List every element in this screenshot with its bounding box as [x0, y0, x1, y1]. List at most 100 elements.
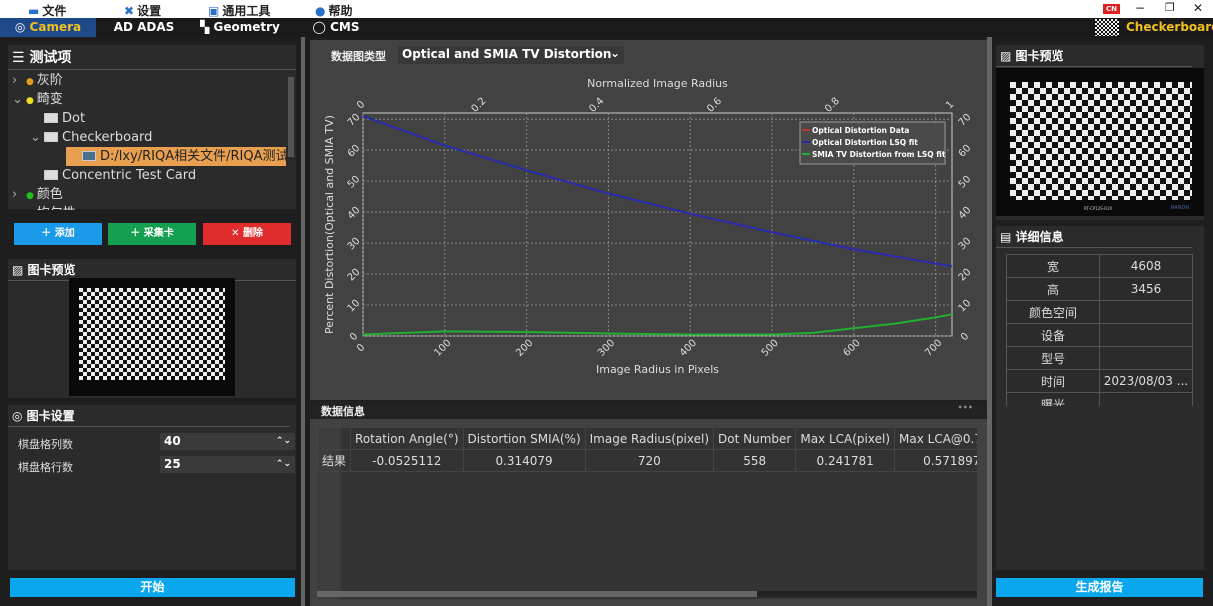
- expand-arrow-icon[interactable]: ›: [12, 187, 18, 202]
- right-preview-panel: ▨ 图卡预览 RT-CP12S-R2X RANDN: [996, 45, 1204, 220]
- settings-header: ◎ 图卡设置: [8, 405, 290, 427]
- checkerboard-icon: [1095, 19, 1119, 36]
- data-info-title: 数据信息: [321, 405, 365, 418]
- y-axis-label: Percent Distortion(Optical and SMIA TV): [323, 115, 336, 334]
- y2-tick-label: 0: [959, 331, 971, 343]
- menu-label: 设置: [137, 4, 162, 18]
- language-badge[interactable]: CN: [1103, 4, 1120, 14]
- columns-spinbox[interactable]: 40 ⌃⌄: [160, 433, 295, 450]
- left-preview-panel: ▨ 图卡预览: [8, 259, 296, 398]
- menu-label: 文件: [42, 4, 67, 18]
- minimize-button[interactable]: −: [1135, 1, 1146, 15]
- splitter[interactable]: [987, 37, 992, 606]
- table-cell: 结果: [317, 449, 352, 472]
- adas-icon: AD: [113, 20, 133, 34]
- tree-item-label: Checkerboard: [62, 130, 153, 145]
- y-tick-label: 50: [346, 174, 363, 191]
- tree-item[interactable]: ⌄ Checkerboard: [8, 128, 296, 147]
- y2-tick-label: 60: [957, 143, 974, 160]
- x2-tick-label: 1: [944, 99, 956, 111]
- spin-arrows-icon[interactable]: ⌃⌄: [275, 436, 291, 446]
- table-cell: 720: [584, 449, 715, 472]
- info-value: 2023/08/03 ...: [1099, 369, 1193, 393]
- x-tick-label: 600: [841, 338, 862, 359]
- tree-item[interactable]: Dot: [8, 109, 296, 128]
- x-tick-label: 200: [514, 338, 535, 359]
- x-tick-label: 0: [355, 342, 367, 354]
- y-tick-label: 20: [346, 267, 363, 284]
- tab-label: ADAS: [137, 20, 175, 34]
- camera-icon: ◎: [14, 20, 26, 34]
- tree-item[interactable]: ›● 均匀性: [8, 204, 296, 210]
- menu-settings[interactable]: ✖ 设置: [124, 2, 161, 19]
- column-header[interactable]: Rotation Angle(°): [350, 427, 464, 450]
- info-row: 设备: [1006, 323, 1193, 347]
- tree-item[interactable]: › ● 灰阶: [8, 71, 296, 90]
- generate-report-button[interactable]: 生成报告: [996, 578, 1203, 597]
- tab-geometry[interactable]: ▚ Geometry: [192, 18, 288, 37]
- menu-file[interactable]: ▬ 文件: [28, 2, 66, 19]
- series-line-2: [362, 313, 953, 336]
- column-header[interactable]: [317, 427, 352, 450]
- expand-arrow-icon[interactable]: ›: [12, 204, 26, 210]
- table-header-row: Rotation Angle(°) Distortion SMIA(%) Image…: [317, 427, 977, 450]
- document-icon: ▤: [1000, 230, 1012, 244]
- add-button[interactable]: ＋ 添加: [14, 223, 102, 245]
- columns-label: 棋盘格列数: [18, 438, 73, 451]
- rows-spinbox[interactable]: 25 ⌃⌄: [160, 456, 295, 473]
- data-table-area: Rotation Angle(°) Distortion SMIA(%) Image…: [317, 427, 977, 599]
- column-header[interactable]: Distortion SMIA(%): [462, 427, 586, 450]
- tree-item-label: D:/lxy/RIQA相关文件/RIQA测试...: [100, 149, 296, 164]
- info-row: 颜色空间: [1006, 300, 1193, 324]
- info-row: 时间 2023/08/03 ...: [1006, 369, 1193, 393]
- x-tick-label: 400: [678, 338, 699, 359]
- info-key: 设备: [1006, 323, 1100, 347]
- y-tick-label: 60: [346, 143, 363, 160]
- start-button[interactable]: 开始: [10, 578, 295, 597]
- column-header[interactable]: Max LCA(pixel): [795, 427, 896, 450]
- expand-arrow-icon[interactable]: ⌄: [12, 92, 23, 107]
- delete-button[interactable]: ✕ 删除: [203, 223, 291, 245]
- tree-item[interactable]: › ● 颜色: [8, 185, 296, 204]
- splitter[interactable]: [301, 37, 305, 606]
- menu-tools[interactable]: ▣ 通用工具: [208, 2, 270, 19]
- more-icon[interactable]: •••: [957, 403, 973, 412]
- tree-scrollbar[interactable]: [288, 77, 294, 157]
- geometry-icon: ▚: [200, 20, 210, 34]
- spin-arrows-icon[interactable]: ⌃⌄: [275, 459, 291, 469]
- tab-camera[interactable]: ◎ Camera: [0, 18, 96, 37]
- column-header[interactable]: Image Radius(pixel): [584, 427, 715, 450]
- close-button[interactable]: ✕: [1193, 1, 1204, 15]
- chart-type-select[interactable]: Optical and SMIA TV Distortion ⌄: [398, 46, 624, 64]
- expand-arrow-icon[interactable]: ⌄: [30, 130, 41, 145]
- tree-item-label: 畸变: [36, 92, 63, 107]
- y2-tick-label: 50: [957, 174, 974, 191]
- settings-title: 图卡设置: [26, 409, 75, 423]
- tab-adas[interactable]: AD ADAS: [96, 18, 192, 37]
- y2-tick-label: 70: [957, 112, 974, 129]
- column-header[interactable]: Dot Number: [713, 427, 797, 450]
- table-row[interactable]: 结果 -0.0525112 0.314079 720 558 0.241781 0.5718…: [317, 449, 977, 472]
- scrollbar-thumb[interactable]: [317, 591, 757, 597]
- tab-cms[interactable]: ◯ CMS: [288, 18, 384, 37]
- test-tree-panel: ☰ 测试项 › ● 灰阶 ⌄ ● 畸变 Dot ⌄ Checkerboard D:/lxy/R…: [8, 45, 296, 210]
- tree-item[interactable]: Concentric Test Card: [8, 166, 296, 185]
- restore-button[interactable]: ❐: [1165, 1, 1175, 14]
- tree-item[interactable]: D:/lxy/RIQA相关文件/RIQA测试...: [66, 147, 296, 166]
- x-tick-label: 300: [596, 338, 617, 359]
- status-dot-icon: ●: [26, 77, 37, 87]
- horizontal-scrollbar[interactable]: [317, 591, 977, 597]
- module-tabs: ◎ Camera AD ADAS ▚ Geometry ◯ CMS Checke…: [0, 18, 1213, 37]
- tree-item[interactable]: ⌄ ● 畸变: [8, 90, 296, 109]
- info-row: 高 3456: [1006, 277, 1193, 301]
- chart-type-label: 数据图类型: [331, 50, 386, 63]
- expand-arrow-icon[interactable]: ›: [12, 73, 18, 88]
- card-preview-image: [69, 278, 235, 396]
- menu-label: 通用工具: [222, 4, 271, 18]
- column-header[interactable]: Max LCA@0.7F(pi: [894, 427, 977, 450]
- chart-panel: 数据图类型 Optical and SMIA TV Distortion ⌄ 0 1…: [310, 40, 987, 400]
- capture-card-button[interactable]: ＋ 采集卡: [108, 223, 196, 245]
- info-value: [1099, 346, 1193, 370]
- card-icon: [44, 132, 58, 142]
- menu-help[interactable]: ● 帮助: [315, 2, 353, 19]
